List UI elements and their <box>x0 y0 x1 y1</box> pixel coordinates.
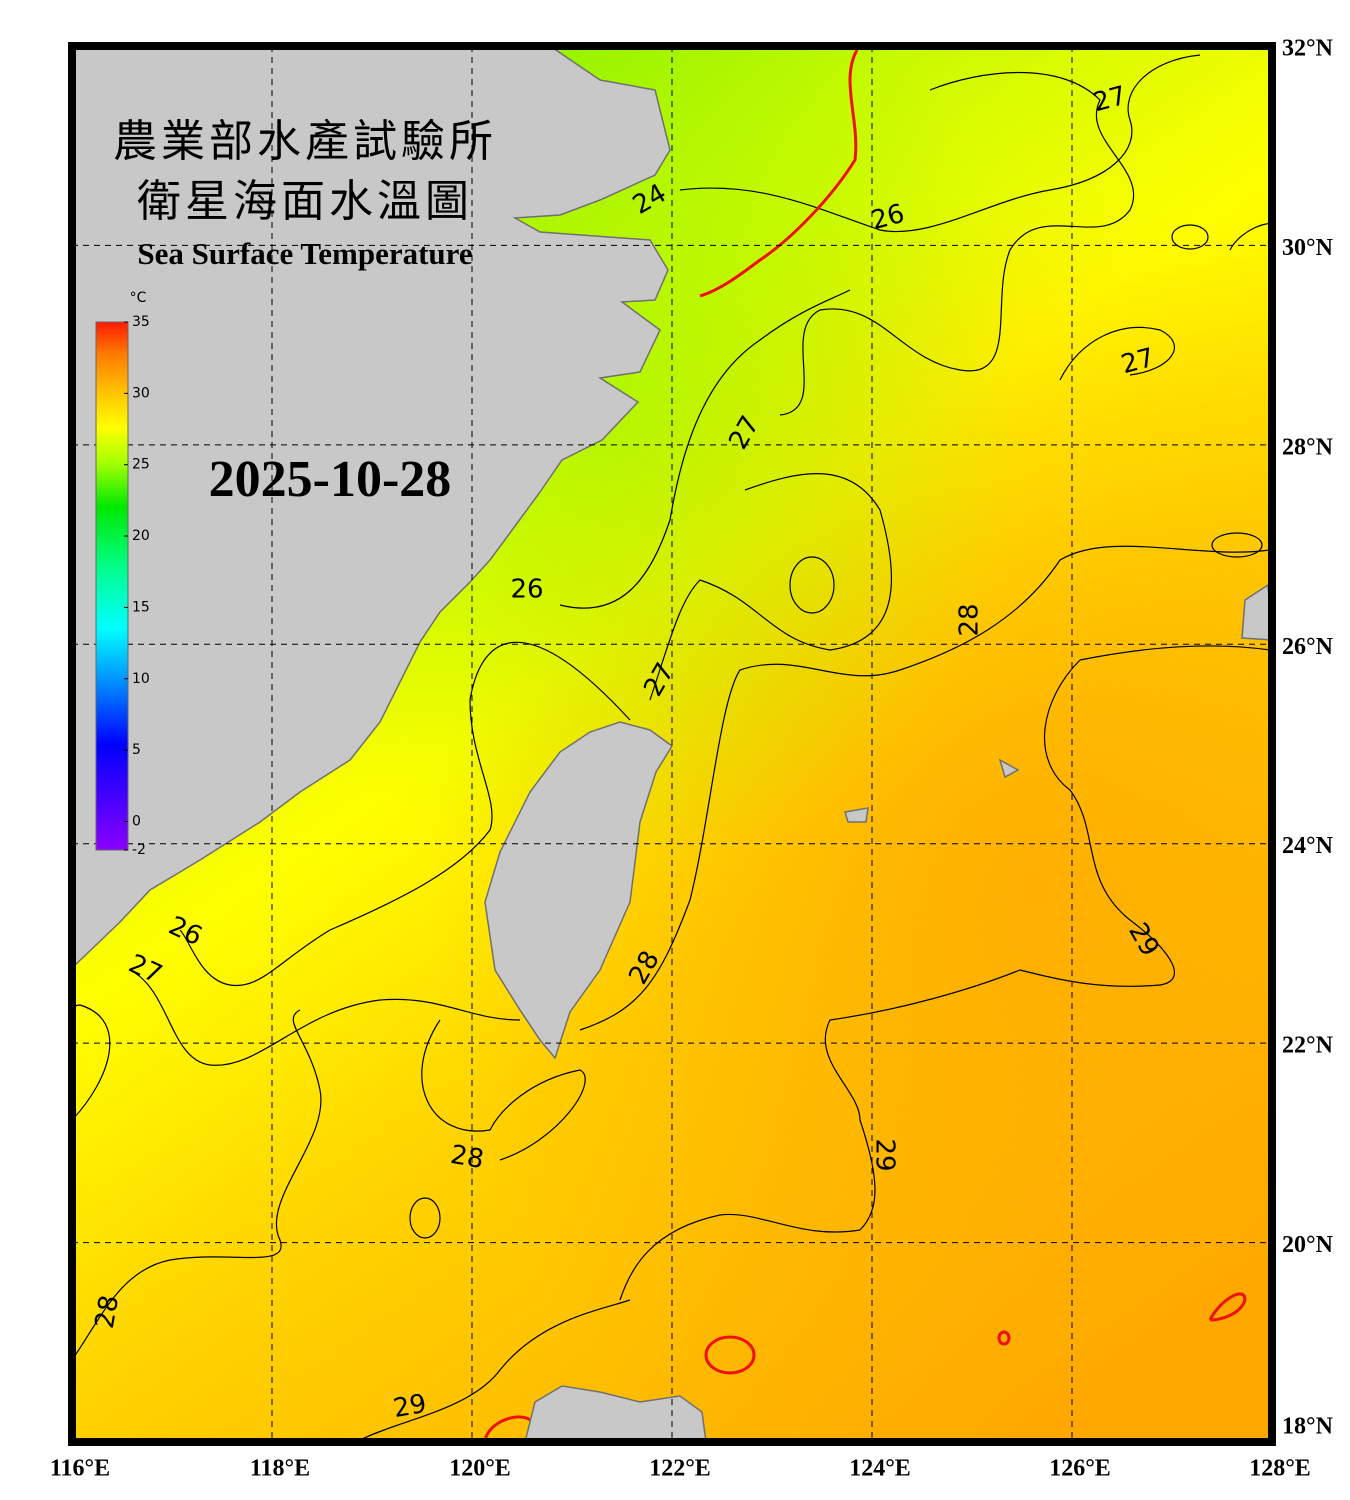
contour-label: 29 <box>870 1138 900 1171</box>
isotherm <box>779 71 1135 416</box>
colorbar-tick-label: 35 <box>132 314 150 330</box>
map-frame <box>68 42 1276 1446</box>
isotherm-red <box>699 49 859 298</box>
colorbar-tick-label: 10 <box>132 671 150 687</box>
isotherm-red <box>1208 1292 1247 1322</box>
isotherm <box>619 645 1271 1301</box>
lat-tick-label: 30°N <box>1282 235 1334 261</box>
taiwan <box>484 721 674 1060</box>
isotherm <box>72 1009 322 1361</box>
lon-tick-label: 122°E <box>649 1456 711 1482</box>
date: 2025-10-28 <box>209 451 452 508</box>
lat-tick-label: 20°N <box>1282 1232 1334 1258</box>
lon-tick-label: 120°E <box>449 1456 511 1482</box>
warm-isotherms <box>483 49 1247 1441</box>
isotherm <box>559 289 851 609</box>
mainland-china <box>72 46 671 970</box>
lon-tick-label: 124°E <box>849 1456 911 1482</box>
colorbar: 35 30 25 20 15 10 5 0 -2 <box>95 314 150 858</box>
island <box>998 758 1020 779</box>
contour-label: 28 <box>448 1140 486 1175</box>
contour-label: 28 <box>955 603 985 636</box>
luzon <box>524 1385 707 1442</box>
title-en: Sea Surface Temperature <box>137 236 472 271</box>
isotherm <box>1171 224 1209 250</box>
contour-label: 26 <box>510 575 543 605</box>
lon-tick-label: 118°E <box>250 1456 310 1482</box>
colorbar-tick-label: 0 <box>132 813 141 829</box>
lon-tick-label: 126°E <box>1049 1456 1111 1482</box>
lon-tick-label: 116°E <box>50 1456 110 1482</box>
colorbar-tick-label: 20 <box>132 528 150 544</box>
contour-label: 28 <box>90 1293 125 1331</box>
lat-tick-label: 24°N <box>1282 833 1334 859</box>
map-body <box>72 46 1272 1442</box>
title-zh: 農業部水產試驗所 <box>113 117 497 166</box>
isotherm-red <box>483 1415 531 1441</box>
colorbar-tick-label: 5 <box>132 742 141 758</box>
lon-tick-label: 128°E <box>1249 1456 1311 1482</box>
colorbar-tick-label: -2 <box>132 842 146 858</box>
lat-tick-label: 28°N <box>1282 434 1334 460</box>
subtitle-zh: 衛星海面水溫圖 <box>137 177 473 226</box>
isotherm <box>579 545 1271 1031</box>
isotherm <box>679 54 1201 233</box>
colorbar-tick-label: 30 <box>132 385 150 401</box>
colorbar-scale <box>95 321 129 851</box>
isotherm <box>649 473 893 701</box>
isotherm <box>129 969 521 1066</box>
isotherm <box>409 1197 441 1239</box>
isotherm <box>359 1299 631 1441</box>
island <box>1241 583 1272 641</box>
lat-tick-label: 26°N <box>1282 634 1334 660</box>
isotherm <box>1059 326 1175 381</box>
isotherm <box>421 1019 586 1161</box>
isotherm <box>1211 532 1263 558</box>
isotherm <box>179 641 631 987</box>
lat-tick-label: 32°N <box>1282 36 1334 62</box>
colorbar-unit: °C <box>130 290 147 306</box>
graticule <box>72 46 1272 1442</box>
lat-tick-label: 18°N <box>1282 1414 1334 1440</box>
land <box>72 46 1272 1442</box>
lat-tick-label: 22°N <box>1282 1033 1334 1059</box>
colorbar-tick-label: 25 <box>132 457 150 473</box>
colorbar-tick-label: 15 <box>132 599 150 615</box>
isotherm <box>789 556 835 614</box>
isotherm-red <box>997 1330 1011 1346</box>
isotherm-red <box>704 1335 756 1375</box>
island <box>844 807 869 823</box>
contour-label: 29 <box>391 1389 429 1424</box>
